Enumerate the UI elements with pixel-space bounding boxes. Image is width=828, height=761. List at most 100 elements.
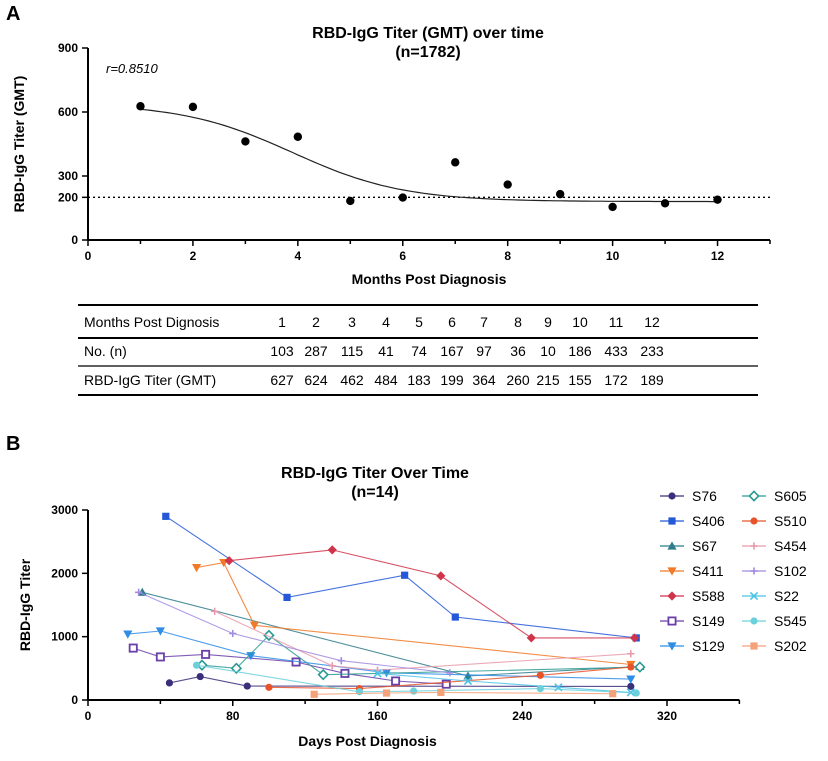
legend-swatch-marker	[667, 567, 677, 576]
chart-b-data-point	[627, 682, 635, 690]
chart-b-data-point	[609, 690, 617, 698]
table-cell: 199	[440, 372, 464, 388]
legend-label: S102	[774, 563, 807, 579]
chart-b-x-axis-label: Days Post Diagnosis	[298, 733, 437, 749]
panel-a-label: A	[6, 3, 20, 25]
panel-b-title-line1: RBD-IgG Titer Over Time	[281, 465, 469, 482]
chart-b-data-point	[128, 643, 138, 653]
chart-a-x-tick-label: 2	[190, 249, 197, 263]
chart-b-data-point	[463, 676, 473, 686]
table-header-month: 5	[415, 314, 423, 330]
chart-b-data-point	[317, 668, 329, 681]
chart-b-data-point	[243, 682, 251, 690]
legend-item-s510: S510	[742, 513, 807, 529]
table-cell: 624	[304, 372, 328, 388]
table-cell: 433	[604, 343, 628, 359]
legend-item-s129: S129	[660, 638, 725, 654]
table-header-month: 7	[480, 314, 488, 330]
legend-item-s588: S588	[660, 588, 725, 604]
chart-a-x-tick-label: 12	[711, 249, 725, 263]
chart-a-data-point	[451, 158, 460, 167]
table-cell: 215	[536, 372, 560, 388]
table-cell: 172	[604, 372, 628, 388]
chart-b-y-tick-label: 1000	[51, 630, 78, 644]
marker-stroke	[463, 676, 473, 686]
chart-b-data-point	[355, 688, 364, 696]
chart-a-data-point	[608, 202, 617, 212]
legend-label: S202	[774, 638, 807, 654]
legend-swatch-marker	[668, 492, 676, 500]
table-header-month: 2	[312, 314, 320, 330]
legend-label: S76	[692, 488, 717, 504]
chart-b-series-line	[142, 591, 640, 677]
chart-b-data-point	[137, 587, 147, 596]
legend-swatch-marker	[667, 616, 677, 626]
legend-label: S545	[774, 613, 807, 629]
chart-b-data-point	[401, 571, 409, 579]
chart-b-data-point	[337, 657, 345, 665]
chart-b-data-point	[634, 661, 646, 673]
table-header-month: 12	[644, 314, 660, 330]
chart-b-data-point	[373, 669, 382, 678]
chart-b-data-point	[201, 649, 211, 659]
chart-a-y-tick-label: 900	[58, 41, 78, 55]
chart-b-data-point	[328, 662, 336, 670]
legend-label: S454	[774, 538, 807, 554]
chart-b-series-s545	[192, 661, 640, 697]
panel-b-title-line2: (n=14)	[351, 484, 399, 501]
table-row-label: RBD-IgG Titer (GMT)	[84, 372, 216, 388]
legend-swatch-marker	[748, 490, 760, 502]
chart-b-data-point	[436, 571, 446, 581]
panel-b-label: B	[6, 433, 20, 455]
chart-b-series-line	[214, 610, 631, 671]
chart-a-data-point	[293, 132, 303, 141]
table-row-label: No. (n)	[84, 343, 127, 359]
legend-label: S605	[774, 488, 807, 504]
panel-a-title-line2: (n=1782)	[395, 44, 460, 61]
chart-a-data-point	[555, 189, 565, 199]
chart-b-data-point	[265, 683, 273, 691]
chart-a-x-tick-label: 6	[399, 249, 406, 263]
chart-b-series-line	[201, 634, 640, 676]
legend-swatch-marker	[668, 517, 676, 525]
chart-b-data-point	[410, 687, 418, 695]
table-cell: 97	[476, 343, 492, 359]
table-cell: 167	[440, 343, 464, 359]
legend-label: S411	[692, 563, 724, 579]
legend-item-s76: S76	[660, 488, 717, 504]
chart-a-data-point	[241, 137, 250, 146]
chart-b-data-point	[451, 613, 459, 621]
chart-b-data-point	[629, 633, 640, 643]
table-cell: 10	[540, 343, 556, 359]
chart-b-data-point	[165, 679, 174, 687]
table-header-month: 10	[572, 314, 588, 330]
legend-swatch-marker	[667, 591, 677, 601]
chart-b-series-s406	[162, 512, 640, 642]
legend-item-s149: S149	[660, 613, 725, 629]
chart-b-data-point	[391, 676, 401, 686]
legend-label: S510	[774, 513, 807, 529]
chart-a-data-point	[713, 195, 722, 204]
legend-label: S588	[692, 588, 725, 604]
chart-b-data-point	[627, 663, 635, 671]
legend-item-s545: S545	[742, 613, 807, 629]
table-cell: 115	[341, 343, 364, 359]
chart-b-y-axis-label: RBD-IgG Titer	[17, 558, 33, 651]
legend-label: S67	[692, 538, 717, 554]
table-cell: 484	[374, 372, 398, 388]
chart-b-x-tick-label: 320	[657, 709, 677, 723]
legend-swatch-marker	[750, 517, 758, 525]
table-header-month: 9	[544, 314, 552, 330]
chart-b-series-s102	[135, 588, 454, 677]
legend-item-s202: S202	[742, 638, 807, 654]
legend-item-s454: S454	[742, 538, 807, 554]
chart-b-data-point	[446, 669, 454, 677]
chart-b-data-point	[230, 662, 243, 675]
table-cell: 233	[640, 343, 664, 359]
table-header-month: 1	[278, 314, 286, 330]
chart-b-data-point	[192, 661, 201, 669]
legend-item-s406: S406	[660, 513, 725, 529]
chart-a-x-tick-label: 0	[85, 249, 92, 263]
table-header-month: 8	[514, 314, 522, 330]
